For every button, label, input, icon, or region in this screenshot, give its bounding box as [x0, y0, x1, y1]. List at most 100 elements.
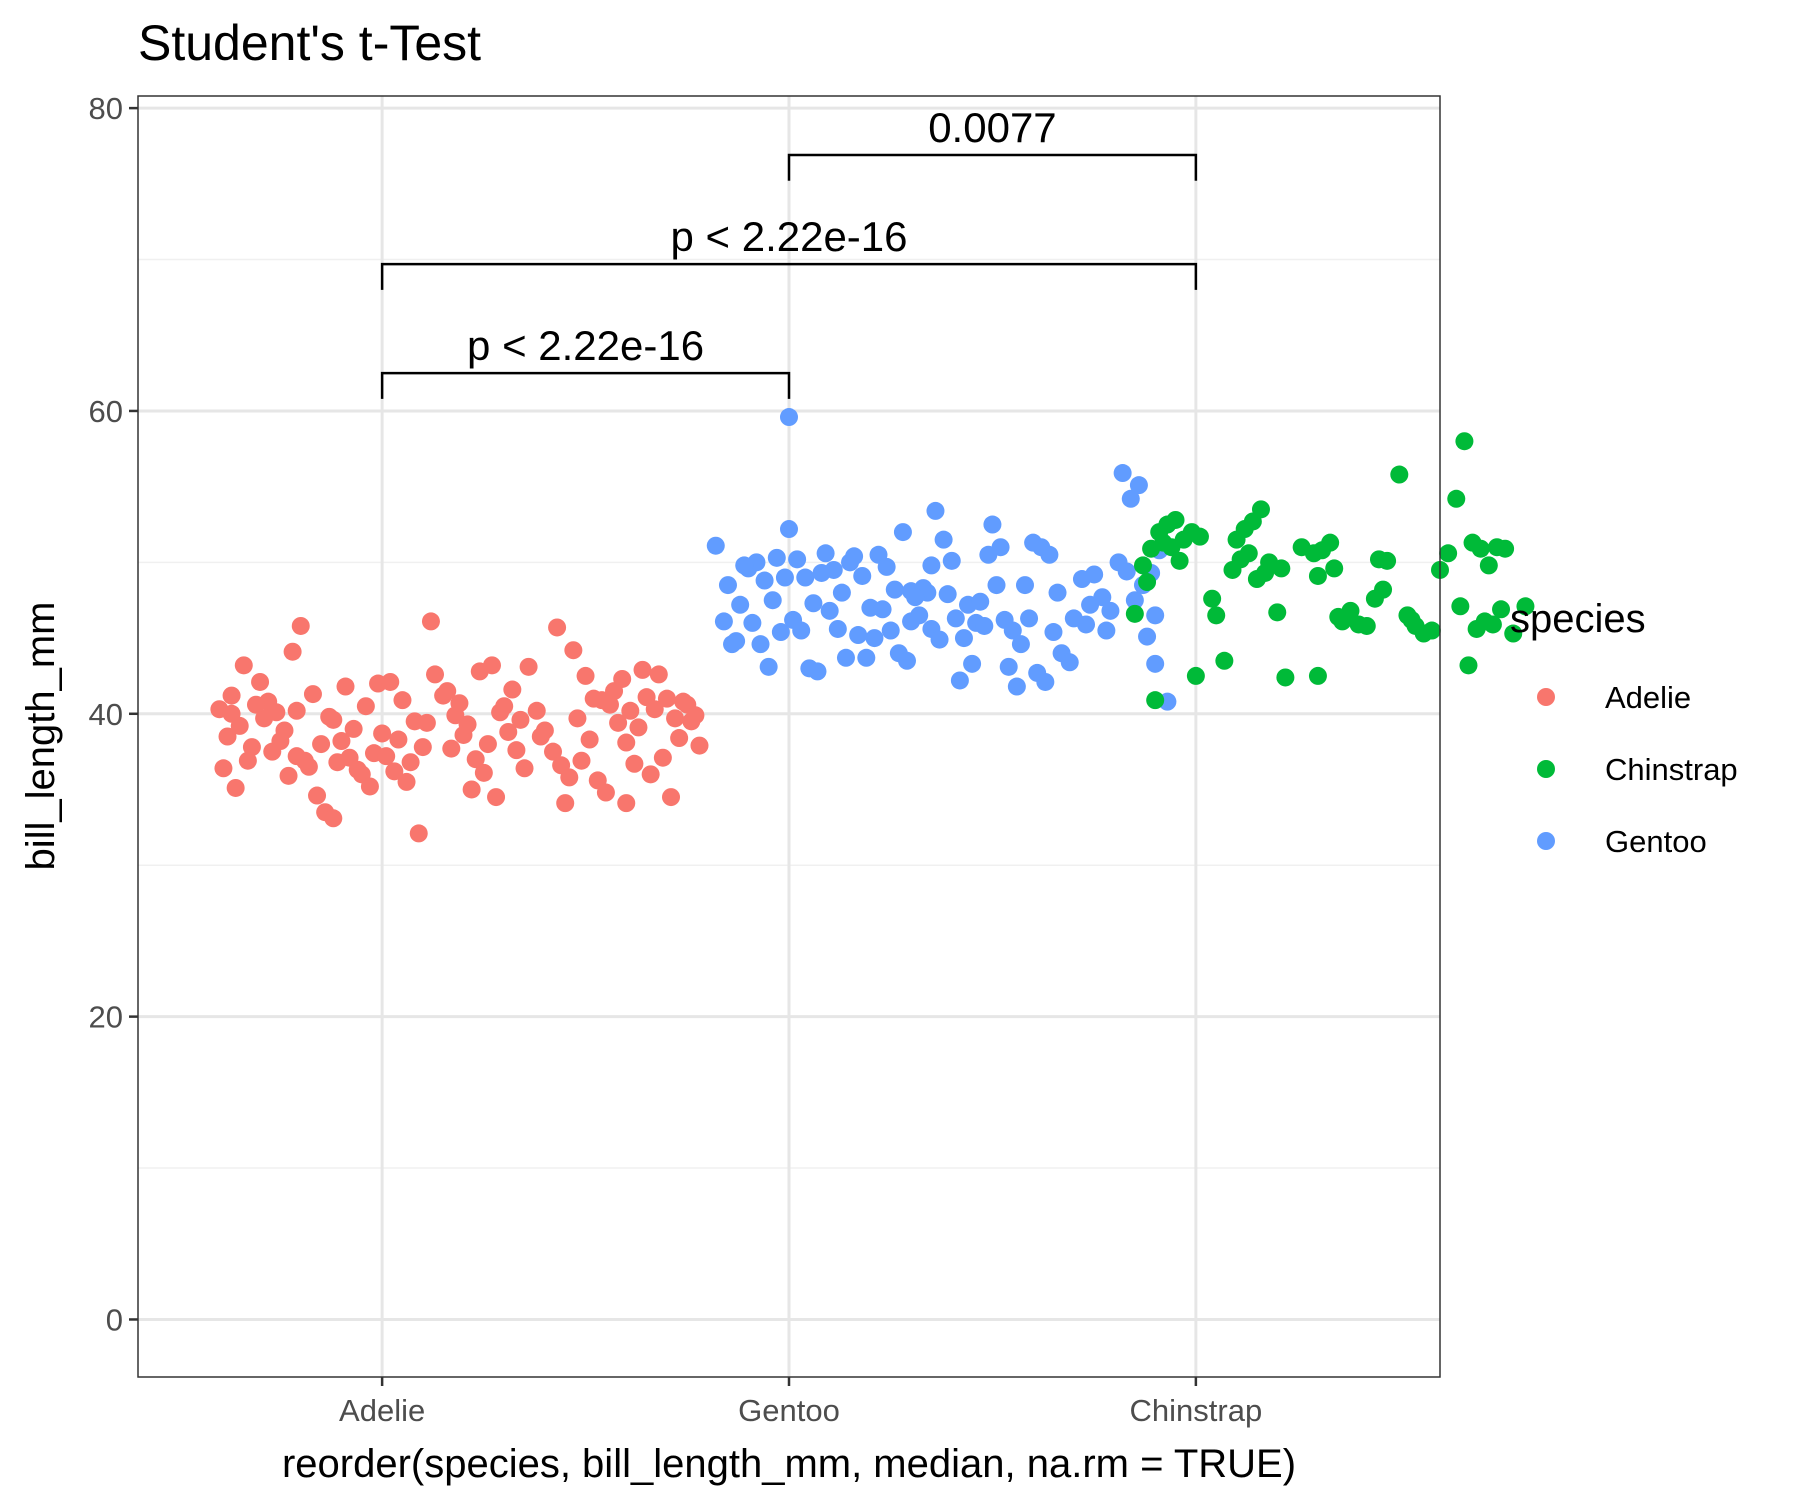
significance-bracket: [380, 262, 1198, 290]
data-point-gentoo: [942, 551, 961, 570]
data-point-adelie: [332, 732, 351, 751]
data-point-adelie: [222, 686, 241, 705]
data-point-adelie: [458, 715, 477, 734]
data-point-gentoo: [796, 568, 815, 587]
data-point-gentoo: [930, 630, 949, 649]
data-point-adelie: [377, 747, 396, 766]
data-point-gentoo: [983, 515, 1002, 534]
data-point-gentoo: [1040, 545, 1059, 564]
significance-bracket: [380, 371, 791, 399]
data-point-gentoo: [820, 601, 839, 620]
data-point-adelie: [438, 682, 457, 701]
data-point-gentoo: [975, 616, 994, 635]
bracket-label: p < 2.22e-16: [670, 213, 907, 260]
data-point-chinstrap: [1467, 619, 1486, 638]
data-point-adelie: [442, 739, 461, 758]
data-point-gentoo: [902, 612, 921, 631]
data-point-gentoo: [1077, 615, 1096, 634]
data-point-gentoo: [816, 544, 835, 563]
data-point-gentoo: [922, 556, 941, 575]
data-point-gentoo: [759, 657, 778, 676]
data-point-gentoo: [714, 612, 733, 631]
y-axis-title: bill_length_mm: [19, 601, 63, 870]
data-point-gentoo: [751, 635, 770, 654]
data-point-gentoo: [763, 591, 782, 610]
data-point-adelie: [271, 732, 290, 751]
data-point-adelie: [572, 751, 591, 770]
data-point-gentoo: [788, 550, 807, 569]
data-point-adelie: [279, 766, 298, 785]
data-point-adelie: [251, 672, 270, 691]
data-point-adelie: [556, 794, 575, 813]
data-point-adelie: [291, 616, 310, 635]
data-point-chinstrap: [1422, 621, 1441, 640]
data-point-adelie: [381, 672, 400, 691]
data-point-chinstrap: [1239, 544, 1258, 563]
data-point-adelie: [421, 612, 440, 631]
data-point-gentoo: [1044, 623, 1063, 642]
data-point-gentoo: [885, 580, 904, 599]
data-point-gentoo: [767, 548, 786, 567]
data-point-adelie: [397, 772, 416, 791]
data-point-chinstrap: [1268, 603, 1287, 622]
x-tick-label: Chinstrap: [1130, 1393, 1263, 1428]
data-point-gentoo: [808, 662, 827, 681]
data-point-gentoo: [950, 671, 969, 690]
data-point-adelie: [226, 778, 245, 797]
data-point-gentoo: [755, 571, 774, 590]
data-point-chinstrap: [1190, 527, 1209, 546]
data-point-chinstrap: [1166, 510, 1185, 529]
y-tick-label: 40: [89, 697, 123, 732]
legend-label-chinstrap: Chinstrap: [1605, 752, 1738, 787]
data-point-gentoo: [804, 594, 823, 613]
data-point-adelie: [450, 694, 469, 713]
data-point-adelie: [238, 751, 257, 770]
data-point-adelie: [295, 751, 314, 770]
data-point-adelie: [385, 762, 404, 781]
data-point-chinstrap: [1207, 606, 1226, 625]
bracket-label: 0.0077: [928, 104, 1056, 151]
data-point-chinstrap: [1378, 551, 1397, 570]
y-tick-label: 80: [89, 91, 123, 126]
data-point-chinstrap: [1492, 600, 1511, 619]
data-point-chinstrap: [1479, 556, 1498, 575]
data-point-gentoo: [971, 592, 990, 611]
data-point-adelie: [629, 718, 648, 737]
data-point-chinstrap: [1325, 559, 1344, 578]
chart-title: Student's t-Test: [138, 15, 481, 71]
data-point-adelie: [393, 691, 412, 710]
data-point-adelie: [507, 741, 526, 760]
data-point-gentoo: [1113, 464, 1132, 483]
x-axis-title: reorder(species, bill_length_mm, median,…: [282, 1442, 1296, 1486]
legend-key-chinstrap: [1537, 760, 1555, 778]
data-point-chinstrap: [1516, 597, 1535, 616]
data-point-adelie: [609, 713, 628, 732]
data-point-chinstrap: [1170, 551, 1189, 570]
data-point-gentoo: [832, 583, 851, 602]
data-point-adelie: [482, 656, 501, 675]
x-tick-label: Adelie: [339, 1393, 425, 1428]
data-point-chinstrap: [1308, 566, 1327, 585]
data-point-adelie: [657, 689, 676, 708]
data-point-adelie: [662, 788, 681, 807]
data-point-adelie: [389, 730, 408, 749]
data-point-adelie: [568, 709, 587, 728]
data-point-adelie: [621, 701, 640, 720]
data-point-chinstrap: [1459, 656, 1478, 675]
data-point-chinstrap: [1133, 556, 1152, 575]
data-point-adelie: [625, 754, 644, 773]
data-point-adelie: [222, 704, 241, 723]
data-point-adelie: [576, 666, 595, 685]
data-point-chinstrap: [1455, 432, 1474, 451]
data-point-chinstrap: [1203, 589, 1222, 608]
data-points: [210, 408, 1535, 843]
data-point-gentoo: [1121, 489, 1140, 508]
data-point-adelie: [336, 677, 355, 696]
data-point-adelie: [417, 713, 436, 732]
data-point-gentoo: [1048, 583, 1067, 602]
data-point-gentoo: [792, 621, 811, 640]
data-point-gentoo: [926, 501, 945, 520]
data-point-chinstrap: [1215, 651, 1234, 670]
data-point-gentoo: [1036, 672, 1055, 691]
data-point-adelie: [649, 665, 668, 684]
